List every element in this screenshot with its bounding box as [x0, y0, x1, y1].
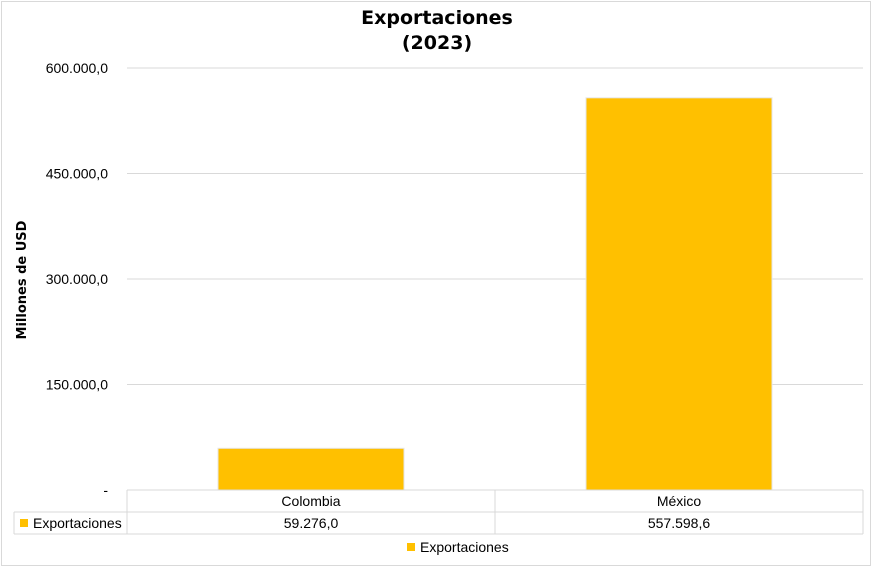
legend-entry: Exportaciones [420, 539, 509, 555]
bar-1 [217, 447, 405, 491]
y-axis-title: Millones de USD [15, 220, 30, 339]
bar-2 [585, 97, 773, 491]
legend: Exportaciones [407, 539, 509, 555]
data-table: Colombia México Exportaciones 59.276,0 557.5… [13, 489, 864, 535]
y-tick-label: 150.000,0 [46, 377, 108, 393]
y-tick-label: 600.000,0 [46, 60, 108, 76]
data-cell: 557.598,6 [648, 515, 710, 531]
legend-key [407, 543, 415, 551]
chart-title: Exportaciones [361, 7, 513, 29]
y-tick-label: 300.000,0 [46, 271, 108, 287]
y-tick-label: - [103, 482, 108, 498]
bars [217, 97, 773, 491]
y-tick-label: 450.000,0 [46, 166, 108, 182]
table-legend-key [20, 519, 28, 527]
y-axis-ticks: - 150.000,0 300.000,0 450.000,0 600.000,0 [46, 60, 109, 498]
table-row-label: Exportaciones [33, 515, 122, 531]
chart-subtitle: (2023) [402, 32, 472, 54]
data-cell: 59.276,0 [284, 515, 339, 531]
category-label: México [657, 493, 702, 509]
category-label: Colombia [281, 493, 340, 509]
